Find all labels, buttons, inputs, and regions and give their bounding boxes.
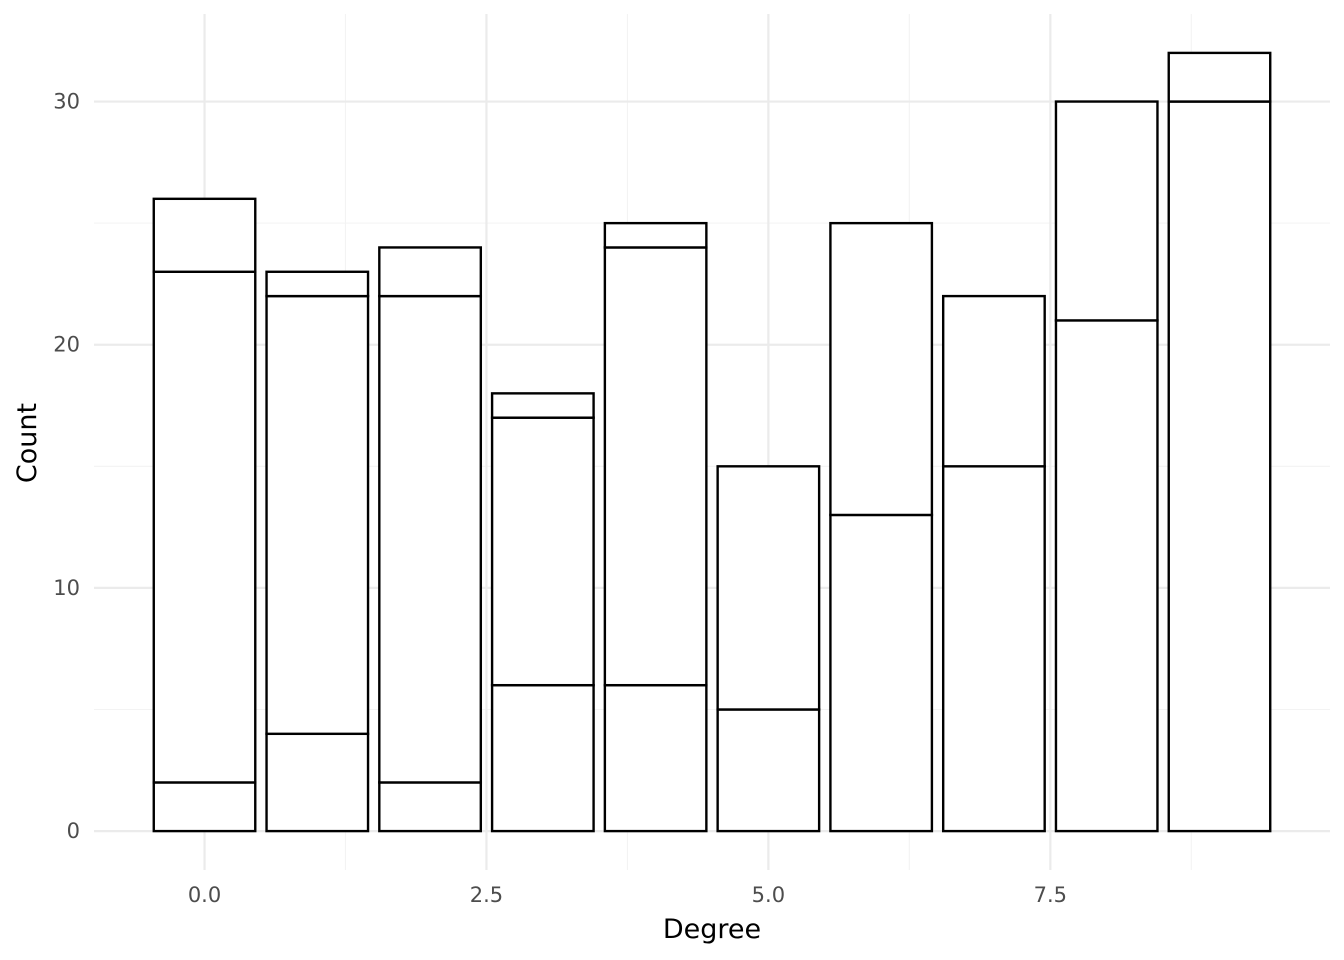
- bar-segment-6-0: [829, 513, 934, 833]
- bar-segment-0-0: [152, 781, 257, 833]
- y-tick-label: 20: [53, 333, 80, 357]
- bars: [152, 51, 1272, 833]
- x-axis-title: Degree: [663, 914, 761, 945]
- bar-segment-9-0: [1167, 100, 1272, 833]
- x-tick-label: 5.0: [752, 883, 785, 907]
- bar-segment-4-2: [603, 221, 708, 249]
- bar-segment-4-0: [603, 683, 708, 833]
- bar-segment-5-0: [716, 708, 821, 833]
- x-tick-label: 7.5: [1034, 883, 1067, 907]
- bar-segment-0-1: [152, 270, 257, 784]
- bar-segment-1-1: [265, 294, 370, 736]
- y-tick-label: 10: [53, 576, 80, 600]
- bar-segment-4-1: [603, 246, 708, 687]
- y-tick-label: 0: [67, 819, 80, 843]
- y-axis-title: Count: [12, 403, 43, 483]
- bar-segment-1-0: [265, 732, 370, 833]
- bar-segment-0-2: [152, 197, 257, 273]
- bar-segment-8-0: [1054, 319, 1159, 833]
- x-tick-label: 0.0: [188, 883, 221, 907]
- y-tick-label: 30: [53, 90, 80, 114]
- bar-segment-2-2: [378, 246, 483, 298]
- bar-segment-6-1: [829, 221, 934, 517]
- bar-segment-5-1: [716, 465, 821, 711]
- x-tick-label: 2.5: [470, 883, 503, 907]
- bar-segment-3-1: [490, 416, 595, 687]
- bar-segment-1-2: [265, 270, 370, 298]
- x-tick-labels: 0.0 2.5 5.0 7.5: [188, 883, 1067, 907]
- bar-segment-3-0: [490, 683, 595, 833]
- y-tick-labels: 0 10 20 30: [53, 90, 80, 844]
- bar-segment-2-0: [378, 781, 483, 833]
- bar-segment-8-1: [1054, 100, 1159, 322]
- bar-segment-3-2: [490, 392, 595, 419]
- bar-segment-2-1: [378, 294, 483, 784]
- bar-segment-7-1: [941, 294, 1046, 468]
- bar-segment-7-0: [941, 465, 1046, 833]
- bar-segment-9-1: [1167, 51, 1272, 103]
